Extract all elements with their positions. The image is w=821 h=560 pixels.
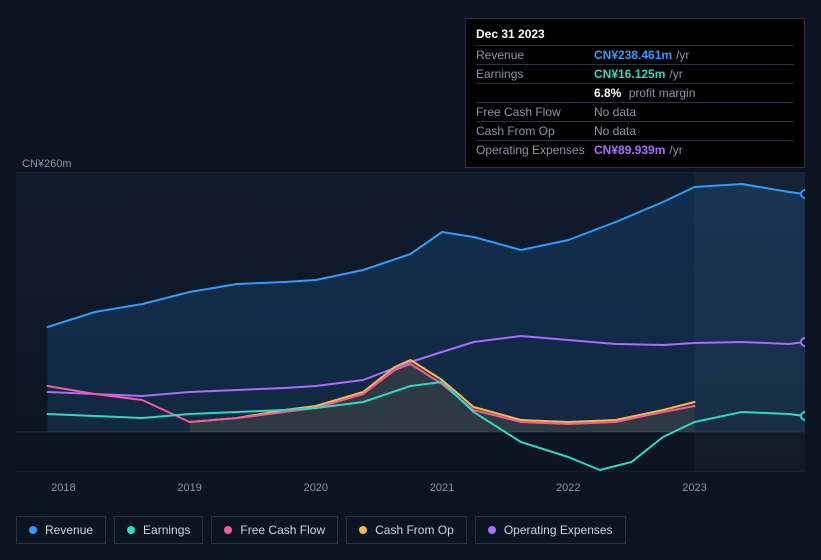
tooltip-row: RevenueCN¥238.461m/yr bbox=[476, 45, 794, 64]
tooltip-row-label: Operating Expenses bbox=[476, 143, 594, 157]
legend-swatch-icon bbox=[127, 526, 135, 534]
legend-item-revenue[interactable]: Revenue bbox=[16, 516, 106, 544]
x-axis-tick: 2022 bbox=[556, 482, 580, 494]
legend-item-operating-expenses[interactable]: Operating Expenses bbox=[475, 516, 626, 544]
tooltip-row-value: CN¥16.125m/yr bbox=[594, 67, 794, 81]
tooltip-row-label: Cash From Op bbox=[476, 124, 594, 138]
tooltip-row: EarningsCN¥16.125m/yr bbox=[476, 64, 794, 83]
tooltip-row-value: CN¥238.461m/yr bbox=[594, 48, 794, 62]
tooltip-row-value: 6.8% profit margin bbox=[594, 86, 794, 100]
tooltip-row-label: Earnings bbox=[476, 67, 594, 81]
tooltip-row: Operating ExpensesCN¥89.939m/yr bbox=[476, 140, 794, 159]
chart-legend: Revenue Earnings Free Cash Flow Cash From O… bbox=[16, 516, 626, 544]
tooltip-row-label: Free Cash Flow bbox=[476, 105, 594, 119]
tooltip-row: 6.8% profit margin bbox=[476, 83, 794, 102]
legend-swatch-icon bbox=[224, 526, 232, 534]
x-axis-tick: 2019 bbox=[177, 482, 201, 494]
x-axis: 2018 2019 2020 2021 2022 2023 bbox=[16, 482, 805, 498]
legend-swatch-icon bbox=[488, 526, 496, 534]
y-axis-label-top: CN¥260m bbox=[22, 158, 72, 170]
x-axis-tick: 2018 bbox=[51, 482, 75, 494]
tooltip-row-label: Revenue bbox=[476, 48, 594, 62]
tooltip-row: Cash From OpNo data bbox=[476, 121, 794, 140]
legend-swatch-icon bbox=[29, 526, 37, 534]
legend-item-label: Revenue bbox=[45, 523, 93, 537]
legend-item-label: Cash From Op bbox=[375, 523, 454, 537]
tooltip-date: Dec 31 2023 bbox=[476, 25, 794, 45]
legend-item-label: Operating Expenses bbox=[504, 523, 613, 537]
legend-item-cash-from-op[interactable]: Cash From Op bbox=[346, 516, 467, 544]
x-axis-tick: 2020 bbox=[304, 482, 328, 494]
tooltip-row-value: No data bbox=[594, 105, 794, 119]
x-axis-tick: 2023 bbox=[682, 482, 706, 494]
chart-tooltip: Dec 31 2023 RevenueCN¥238.461m/yrEarning… bbox=[465, 18, 805, 168]
legend-item-free-cash-flow[interactable]: Free Cash Flow bbox=[211, 516, 338, 544]
tooltip-row-value: No data bbox=[594, 124, 794, 138]
legend-swatch-icon bbox=[359, 526, 367, 534]
tooltip-row: Free Cash FlowNo data bbox=[476, 102, 794, 121]
tooltip-row-label bbox=[476, 86, 594, 100]
legend-item-earnings[interactable]: Earnings bbox=[114, 516, 203, 544]
tooltip-row-value: CN¥89.939m/yr bbox=[594, 143, 794, 157]
legend-item-label: Free Cash Flow bbox=[240, 523, 325, 537]
financials-chart: CN¥260m CN¥0 -CN¥40m bbox=[16, 158, 805, 478]
legend-item-label: Earnings bbox=[143, 523, 190, 537]
x-axis-tick: 2021 bbox=[430, 482, 454, 494]
chart-plot-area[interactable] bbox=[16, 172, 805, 472]
